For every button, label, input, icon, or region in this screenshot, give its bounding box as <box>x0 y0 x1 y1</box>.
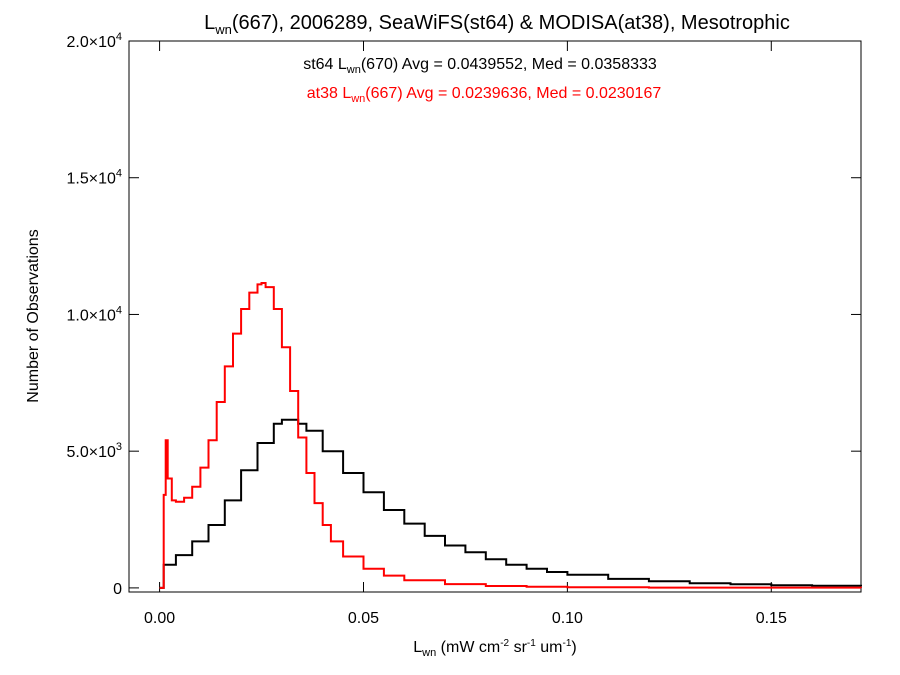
y-tick-label-1: 5.0×103 <box>66 441 122 461</box>
y-tick-label-3: 1.5×104 <box>66 168 122 188</box>
x-tick-label-0: 0.00 <box>144 610 175 627</box>
y-axis-ticks: 0 5.0×103 1.0×104 1.5×104 2.0×104 <box>66 31 861 598</box>
chart-title: Lwn(667), 2006289, SeaWiFS(st64) & MODIS… <box>204 12 790 37</box>
series-st64-line <box>159 418 862 589</box>
annotation-st64: st64 Lwn(670) Avg = 0.0439552, Med = 0.0… <box>303 56 657 76</box>
x-tick-label-3: 0.15 <box>756 610 787 627</box>
x-tick-label-1: 0.05 <box>348 610 379 627</box>
series-at38-line <box>159 282 862 589</box>
x-axis-title: Lwn (mW cm-2 sr-1 um-1) <box>413 638 576 659</box>
plot-frame <box>128 40 862 593</box>
x-axis-ticks: 0.00 0.05 0.10 0.15 <box>144 41 787 627</box>
annotation-at38: at38 Lwn(667) Avg = 0.0239636, Med = 0.0… <box>307 85 662 105</box>
y-tick-label-0: 0 <box>113 581 122 598</box>
y-tick-label-2: 1.0×104 <box>66 304 122 324</box>
y-axis-title: Number of Observations <box>25 229 42 402</box>
x-tick-label-2: 0.10 <box>552 610 583 627</box>
y-tick-label-4: 2.0×104 <box>66 31 122 51</box>
